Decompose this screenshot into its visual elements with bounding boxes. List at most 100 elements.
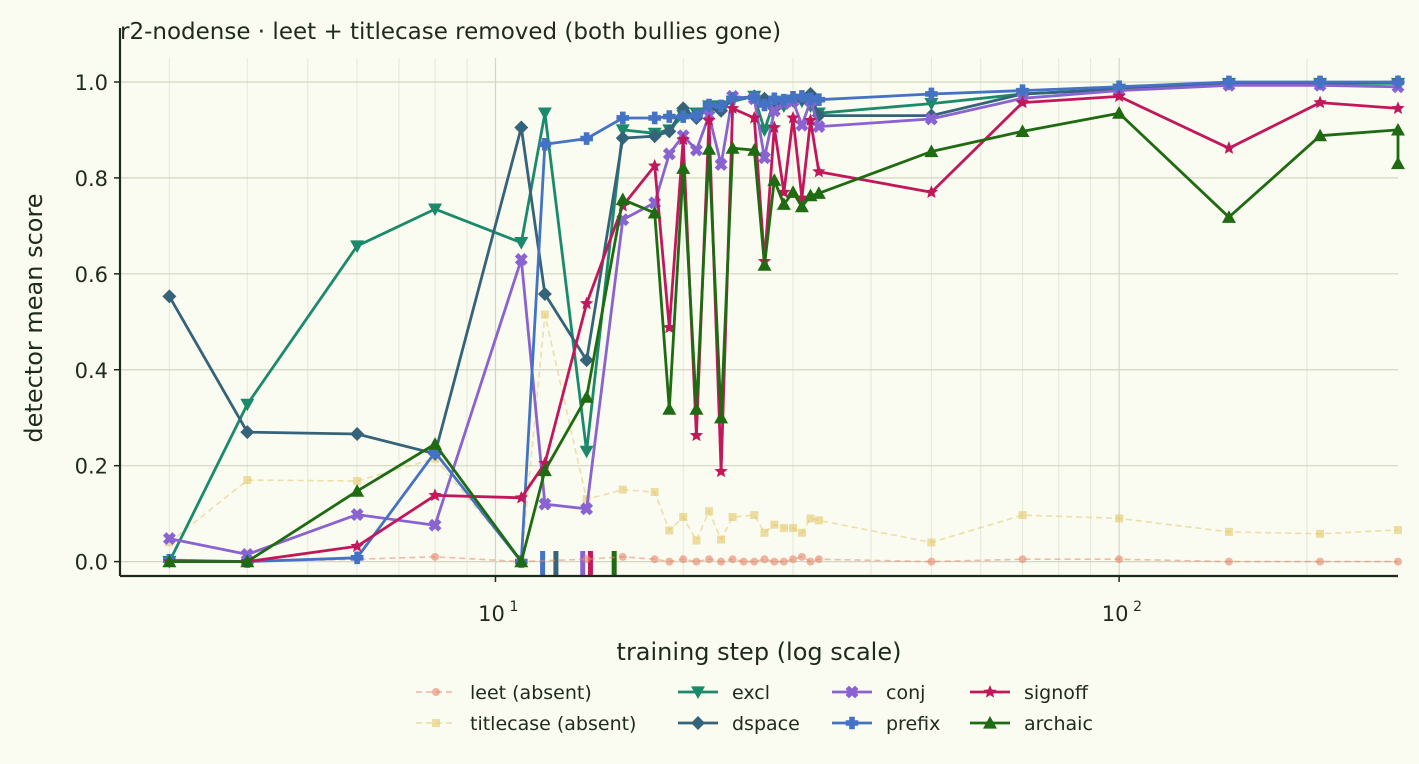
data-point [767,120,782,134]
series-dspace [162,74,1405,461]
data-point [538,138,552,151]
data-point [162,289,177,304]
data-point [768,92,781,106]
data-point [662,147,676,161]
series-archaic [162,106,1405,568]
data-point [924,144,939,158]
data-point [1391,122,1405,136]
data-point [648,158,662,172]
data-point [350,539,364,552]
data-point [1394,525,1402,534]
data-point [728,555,737,564]
data-point [758,151,771,165]
data-point [432,688,440,696]
data-point [705,507,714,516]
data-point [1224,557,1233,566]
series-line [169,556,1398,563]
data-point [803,113,818,127]
data-point [676,101,691,116]
data-point [714,158,728,171]
data-point [647,129,662,144]
data-point [1313,75,1327,89]
data-point [350,508,364,522]
legend-item: prefix [832,713,940,735]
data-point [691,716,705,730]
data-point [1316,529,1325,538]
data-point [514,554,529,568]
rug-mark [611,551,617,575]
data-point [924,97,939,111]
data-point [679,513,688,522]
legend-item: signoff [970,682,1089,704]
data-point [428,445,442,459]
data-point [795,90,809,103]
data-point [692,536,701,545]
data-point [1221,210,1236,223]
data-point [983,716,997,729]
data-point [665,557,674,566]
data-point [514,120,529,135]
data-point [243,476,252,485]
data-point [537,463,552,477]
data-point [747,110,761,124]
legend-label: archaic [1024,713,1093,735]
data-point [662,402,677,415]
data-point [814,555,823,564]
data-point [789,555,798,564]
legend-swatch-marker [691,716,705,730]
data-point [726,92,739,106]
data-point [616,111,630,125]
data-point [582,555,591,564]
data-point [811,186,826,199]
data-point [615,131,630,146]
y-tick-label: 0.8 [75,167,108,191]
series-layer [162,74,1405,569]
chart-title: r2-nodense · leet + titlecase removed (b… [120,19,781,45]
data-point [647,205,662,219]
data-point [714,99,728,113]
data-point [714,410,729,424]
axes [118,28,1398,578]
data-point [789,524,798,533]
data-point [540,310,549,319]
data-point [767,173,782,186]
series-line [169,80,1398,563]
rug-marks [540,551,617,575]
data-point [757,124,772,137]
data-point [537,286,552,301]
data-point [618,485,627,494]
data-point [350,240,365,254]
data-point [702,98,716,112]
data-point [676,132,690,146]
data-point [428,488,442,502]
data-point [812,164,826,178]
data-point [692,557,701,566]
data-point [162,554,177,568]
legend-label: dspace [732,713,800,735]
data-point [689,143,703,157]
x-tick-label: 10 [478,602,505,626]
y-tick-label: 0.4 [75,359,108,383]
data-point [663,110,676,123]
legend-swatch-marker [983,685,997,698]
data-point [806,514,815,523]
data-point [1222,75,1236,89]
legend-item: excl [678,682,770,704]
data-point [770,557,779,566]
y-tick-label: 1.0 [75,71,108,95]
data-point [240,547,254,561]
series-line [168,82,1398,563]
data-point [538,497,552,511]
data-point [350,484,365,497]
series-markers [162,106,1405,568]
data-point [747,143,762,156]
data-point [350,427,365,442]
x-axis-label: training step (log scale) [617,638,902,666]
data-point [725,141,740,154]
legend-label: titlecase (absent) [470,713,636,735]
series-titlecase-absent [165,310,1402,566]
data-point [767,104,781,118]
data-point [431,552,440,561]
data-point [689,402,704,415]
